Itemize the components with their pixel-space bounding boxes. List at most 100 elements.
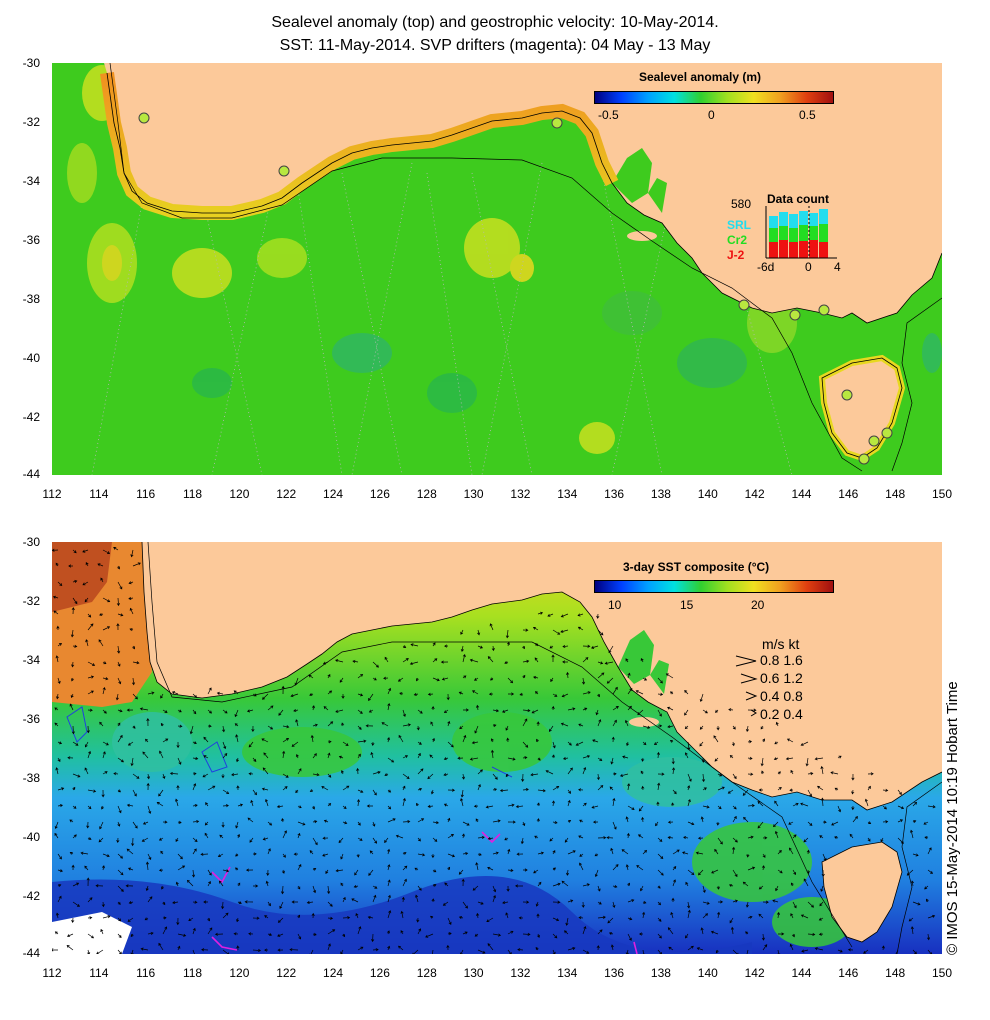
velocity-arrow (669, 739, 674, 743)
velocity-arrow (387, 848, 391, 855)
velocity-arrow (531, 709, 539, 714)
velocity-arrow (582, 802, 587, 807)
velocity-arrow (200, 852, 209, 856)
velocity-arrow (278, 709, 284, 716)
sealevel-anomaly-map[interactable] (52, 63, 942, 475)
velocity-arrow (775, 885, 779, 892)
sst-map[interactable] (52, 542, 942, 954)
velocity-arrows (52, 546, 936, 954)
velocity-arrow (71, 864, 75, 871)
velocity-arrow (552, 741, 556, 749)
velocity-arrow (927, 949, 933, 954)
velocity-arrow (625, 949, 629, 954)
missing-data (52, 912, 132, 954)
velocity-arrow (162, 738, 169, 743)
velocity-arrow (370, 751, 374, 759)
velocity-arrow (582, 949, 590, 954)
velocity-arrow (72, 834, 77, 839)
lon-tick: 150 (931, 966, 953, 980)
velocity-arrow (295, 719, 299, 727)
velocity-arrow (667, 725, 674, 729)
velocity-arrow (715, 949, 719, 954)
velocity-arrow (640, 885, 644, 892)
speed-legend-row: 0.6 1.2 (760, 670, 803, 686)
velocity-arrow (357, 837, 363, 841)
map-title-line1: Sealevel anomaly (top) and geostrophic v… (271, 14, 719, 31)
velocity-arrow (289, 948, 299, 952)
velocity-arrow (461, 773, 466, 780)
velocity-arrow (204, 832, 209, 839)
velocity-arrow (489, 623, 494, 631)
velocity-arrow (446, 693, 450, 701)
velocity-arrow (567, 820, 572, 823)
velocity-arrow (177, 945, 181, 951)
velocity-arrow (567, 789, 572, 794)
velocity-arrow (732, 815, 737, 823)
velocity-arrow (99, 721, 104, 727)
lon-tick: 130 (463, 487, 484, 501)
velocity-arrow (596, 773, 601, 781)
velocity-arrow (130, 549, 134, 558)
velocity-arrow (687, 945, 694, 951)
velocity-arrow (353, 884, 359, 889)
velocity-arrow (416, 802, 419, 807)
velocity-arrow (640, 770, 644, 775)
velocity-arrow (55, 693, 60, 700)
lon-tick: 144 (791, 487, 812, 501)
velocity-arrow (86, 877, 90, 887)
velocity-arrow (910, 926, 914, 935)
velocity-arrow (687, 741, 691, 751)
velocity-arrow (608, 931, 614, 936)
velocity-arrow (536, 721, 540, 727)
velocity-arrow (653, 741, 659, 746)
velocity-arrow (908, 917, 914, 922)
velocity-arrow (130, 933, 134, 938)
velocity-arrow (291, 741, 299, 747)
velocity-arrow (837, 755, 842, 759)
velocity-arrow (87, 789, 97, 793)
velocity-arrow (462, 931, 468, 935)
velocity-arrow (352, 659, 359, 664)
velocity-arrow (71, 607, 75, 615)
velocity-arrow (700, 816, 704, 823)
velocity-arrow (282, 737, 290, 743)
lon-tick: 124 (323, 966, 344, 980)
top-lat-tick: -30 (22, 56, 40, 70)
velocity-arrow (474, 933, 479, 937)
velocity-arrow (461, 833, 465, 839)
velocity-arrow (192, 693, 198, 698)
velocity-arrow (777, 869, 783, 874)
velocity-arrow (203, 755, 209, 759)
velocity-arrow (67, 756, 74, 760)
velocity-arrow (356, 767, 360, 775)
velocity-arrow (417, 741, 422, 745)
velocity-arrow (582, 644, 591, 648)
velocity-arrow (431, 853, 435, 859)
velocity-arrow (560, 722, 569, 727)
velocity-arrow (597, 757, 603, 761)
velocity-arrow (221, 821, 225, 828)
velocity-arrow (387, 864, 391, 871)
velocity-arrow (458, 691, 464, 695)
velocity-arrow (87, 661, 96, 666)
speed-legend-arrows (735, 655, 758, 717)
velocity-arrow (387, 789, 392, 793)
velocity-arrow (402, 709, 406, 717)
velocity-arrow (338, 837, 344, 844)
velocity-arrow (68, 564, 74, 568)
velocity-arrow (412, 949, 419, 954)
velocity-arrow (248, 772, 254, 776)
sst-colorbar (594, 580, 834, 593)
velocity-arrow (52, 595, 59, 599)
velocity-arrow (537, 881, 542, 887)
velocity-arrow (55, 767, 59, 775)
velocity-arrow (867, 821, 872, 825)
velocity-arrow (222, 741, 227, 750)
velocity-arrow (415, 894, 419, 903)
velocity-arrow (402, 658, 409, 663)
lon-tick: 118 (182, 966, 203, 980)
velocity-arrow (757, 801, 764, 807)
velocity-arrow (592, 739, 599, 743)
velocity-arrow (207, 927, 213, 935)
lon-tick: 122 (276, 487, 297, 501)
